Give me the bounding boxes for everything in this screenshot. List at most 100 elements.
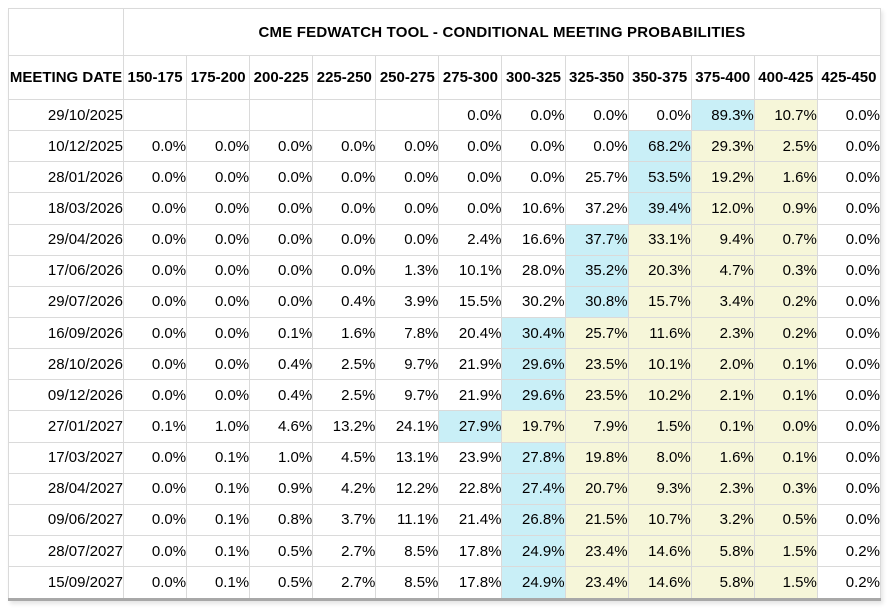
prob-cell bbox=[312, 98, 377, 132]
prob-cell: 0.0% bbox=[312, 130, 377, 163]
prob-cell: 28.0% bbox=[501, 254, 566, 287]
prob-cell: 0.0% bbox=[816, 254, 882, 287]
prob-cell bbox=[122, 98, 188, 132]
prob-cell: 0.0% bbox=[501, 98, 566, 132]
prob-cell: 12.0% bbox=[690, 192, 755, 225]
prob-cell: 1.5% bbox=[627, 410, 692, 443]
rate-range-header: 400-425 bbox=[753, 55, 818, 100]
prob-cell: 0.0% bbox=[627, 98, 692, 132]
prob-cell: 1.6% bbox=[690, 441, 755, 474]
prob-cell: 21.9% bbox=[438, 348, 503, 381]
rate-range-header: 275-300 bbox=[438, 55, 503, 100]
prob-cell: 23.4% bbox=[564, 534, 629, 568]
prob-cell: 10.6% bbox=[501, 192, 566, 225]
prob-cell: 23.4% bbox=[564, 566, 629, 600]
prob-cell: 10.7% bbox=[753, 98, 818, 132]
table-row: 28/07/2027 0.0% 0.1% 0.5% 2.7% 8.5% 17.8% 24.9%… bbox=[8, 534, 882, 568]
prob-cell: 0.0% bbox=[816, 130, 882, 163]
prob-cell: 3.2% bbox=[690, 503, 755, 536]
prob-cell: 0.1% bbox=[122, 410, 188, 443]
prob-cell: 14.6% bbox=[627, 566, 692, 600]
prob-cell: 2.1% bbox=[690, 379, 755, 412]
rate-range-header: 175-200 bbox=[186, 55, 251, 100]
meeting-date-cell: 16/09/2026 bbox=[8, 316, 124, 350]
prob-cell: 0.0% bbox=[122, 254, 188, 287]
prob-cell: 0.0% bbox=[312, 161, 377, 194]
table-row: 28/04/2027 0.0% 0.1% 0.9% 4.2% 12.2% 22.8% 27.4… bbox=[8, 472, 882, 505]
prob-cell: 0.2% bbox=[816, 534, 882, 568]
table-row: 09/12/2026 0.0% 0.0% 0.4% 2.5% 9.7% 21.9% 29.6%… bbox=[8, 379, 882, 412]
prob-cell: 0.3% bbox=[753, 254, 818, 287]
prob-cell: 0.0% bbox=[564, 98, 629, 132]
prob-cell: 2.5% bbox=[312, 379, 377, 412]
prob-cell: 4.2% bbox=[312, 472, 377, 505]
prob-cell: 0.3% bbox=[753, 472, 818, 505]
prob-cell: 2.0% bbox=[690, 348, 755, 381]
prob-cell: 0.0% bbox=[122, 503, 188, 536]
prob-cell: 0.0% bbox=[122, 566, 188, 600]
prob-cell: 13.1% bbox=[375, 441, 440, 474]
meeting-date-cell: 27/01/2027 bbox=[8, 410, 124, 443]
prob-cell: 0.4% bbox=[249, 379, 314, 412]
rate-range-header: 425-450 bbox=[816, 55, 882, 100]
prob-cell: 0.0% bbox=[249, 192, 314, 225]
prob-cell: 27.9% bbox=[438, 410, 503, 443]
prob-cell: 23.5% bbox=[564, 348, 629, 381]
rate-range-header: 225-250 bbox=[312, 55, 377, 100]
prob-cell: 0.0% bbox=[122, 223, 188, 256]
prob-cell: 53.5% bbox=[627, 161, 692, 194]
table-row: 29/04/2026 0.0% 0.0% 0.0% 0.0% 0.0% 2.4% 16.6% 3… bbox=[8, 223, 882, 256]
prob-cell: 21.9% bbox=[438, 379, 503, 412]
prob-cell: 0.0% bbox=[816, 316, 882, 350]
prob-cell bbox=[375, 98, 440, 132]
prob-cell: 0.0% bbox=[438, 192, 503, 225]
conditional-probabilities-table: CME FEDWATCH TOOL - CONDITIONAL MEETING … bbox=[8, 8, 882, 601]
table-row: 29/10/2025 0.0% 0.0% 0.0% 0.0% 89.3% 10.7% 0.0% bbox=[8, 98, 882, 132]
meeting-date-cell: 29/04/2026 bbox=[8, 223, 124, 256]
meeting-date-cell: 29/10/2025 bbox=[8, 98, 124, 132]
prob-cell: 0.2% bbox=[816, 566, 882, 600]
prob-cell: 30.8% bbox=[564, 285, 629, 318]
prob-cell: 0.0% bbox=[249, 285, 314, 318]
meeting-date-cell: 28/10/2026 bbox=[8, 348, 124, 381]
prob-cell: 7.9% bbox=[564, 410, 629, 443]
prob-cell: 15.5% bbox=[438, 285, 503, 318]
prob-cell: 10.1% bbox=[627, 348, 692, 381]
prob-cell: 1.6% bbox=[753, 161, 818, 194]
prob-cell: 68.2% bbox=[627, 130, 692, 163]
prob-cell: 3.4% bbox=[690, 285, 755, 318]
prob-cell: 0.0% bbox=[186, 379, 251, 412]
prob-cell: 0.0% bbox=[249, 161, 314, 194]
prob-cell: 0.0% bbox=[249, 130, 314, 163]
table-row: 28/01/2026 0.0% 0.0% 0.0% 0.0% 0.0% 0.0% 0.0% 25… bbox=[8, 161, 882, 194]
prob-cell: 0.0% bbox=[186, 161, 251, 194]
prob-cell: 2.5% bbox=[753, 130, 818, 163]
prob-cell: 0.5% bbox=[753, 503, 818, 536]
prob-cell: 24.9% bbox=[501, 534, 566, 568]
prob-cell: 0.0% bbox=[564, 130, 629, 163]
prob-cell: 0.2% bbox=[753, 316, 818, 350]
prob-cell: 29.6% bbox=[501, 379, 566, 412]
prob-cell: 16.6% bbox=[501, 223, 566, 256]
prob-cell: 0.0% bbox=[816, 472, 882, 505]
prob-cell: 0.0% bbox=[122, 285, 188, 318]
prob-cell: 0.0% bbox=[375, 223, 440, 256]
table-row: 29/07/2026 0.0% 0.0% 0.0% 0.4% 3.9% 15.5% 30.2%… bbox=[8, 285, 882, 318]
prob-cell: 0.0% bbox=[816, 441, 882, 474]
table-row: 28/10/2026 0.0% 0.0% 0.4% 2.5% 9.7% 21.9% 29.6%… bbox=[8, 348, 882, 381]
prob-cell: 39.4% bbox=[627, 192, 692, 225]
prob-cell: 29.6% bbox=[501, 348, 566, 381]
prob-cell bbox=[186, 98, 251, 132]
prob-cell: 0.0% bbox=[816, 192, 882, 225]
prob-cell: 0.1% bbox=[690, 410, 755, 443]
prob-cell: 0.0% bbox=[122, 379, 188, 412]
prob-cell: 0.0% bbox=[312, 223, 377, 256]
prob-cell: 3.7% bbox=[312, 503, 377, 536]
prob-cell: 0.0% bbox=[122, 441, 188, 474]
prob-cell: 27.4% bbox=[501, 472, 566, 505]
prob-cell: 2.7% bbox=[312, 566, 377, 600]
prob-cell: 0.0% bbox=[122, 534, 188, 568]
prob-cell: 1.3% bbox=[375, 254, 440, 287]
meeting-date-cell: 09/12/2026 bbox=[8, 379, 124, 412]
